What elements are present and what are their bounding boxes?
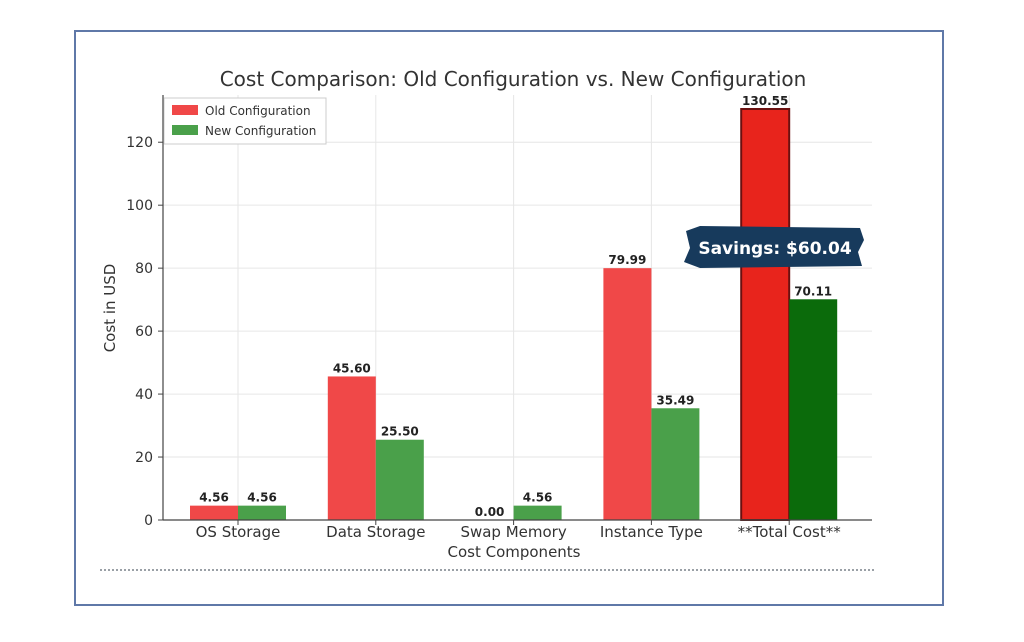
legend-swatch-new (172, 125, 198, 135)
y-tick-label: 20 (135, 450, 153, 466)
bar-old-configuration (327, 376, 376, 520)
dotted-divider (100, 569, 874, 571)
bars: 4.56 4.56 45.60 25.50 0.00 4.56 79.99 35.49 130.… (190, 94, 838, 522)
x-tick-label: Swap Memory (460, 523, 566, 541)
y-tick-label: 40 (135, 387, 153, 403)
y-axis-label: Cost in USD (101, 264, 119, 353)
bar-value-label: 4.56 (247, 491, 277, 505)
bar-value-label: 4.56 (199, 491, 229, 505)
x-categories: OS Storage Data Storage Swap Memory Instanc… (196, 520, 842, 541)
bar-value-label: 4.56 (523, 491, 553, 505)
bar-new-configuration (789, 299, 838, 520)
bar-value-label: 25.50 (381, 425, 419, 439)
bar-new-configuration (238, 505, 286, 520)
legend-label-old: Old Configuration (205, 104, 311, 118)
bar-value-label: 130.55 (742, 94, 788, 108)
x-axis-label: Cost Components (447, 543, 580, 561)
legend-label-new: New Configuration (205, 124, 316, 138)
legend-swatch-old (172, 105, 198, 115)
bar-value-label: 35.49 (656, 393, 694, 407)
y-tick-label: 0 (144, 513, 153, 529)
x-tick-label: Instance Type (600, 523, 703, 541)
bar-new-configuration (375, 439, 424, 520)
legend: Old Configuration New Configuration (163, 97, 327, 145)
bar-old-configuration (740, 108, 791, 522)
y-tick-label: 60 (135, 324, 153, 340)
y-tick-label: 80 (135, 261, 153, 277)
chart-title: Cost Comparison: Old Configuration vs. N… (220, 67, 807, 91)
bar-value-label: 70.11 (794, 284, 832, 298)
bar-new-configuration (651, 408, 700, 520)
bar-value-label: 0.00 (475, 505, 505, 519)
x-tick-label: Data Storage (326, 523, 425, 541)
y-tick-label: 100 (126, 198, 153, 214)
x-tick-label: **Total Cost** (738, 523, 842, 541)
savings-callout-text: Savings: $60.04 (698, 239, 852, 259)
savings-callout-banner (684, 226, 864, 268)
savings-callout: Savings: $60.04 (684, 226, 864, 268)
bar-new-configuration (513, 505, 562, 520)
bar-value-label: 45.60 (333, 361, 371, 375)
x-tick-label: OS Storage (196, 523, 281, 541)
bar-value-label: 79.99 (608, 253, 646, 267)
bar-old-configuration (190, 505, 238, 520)
y-tick-label: 120 (126, 135, 153, 151)
bar-old-configuration (603, 268, 652, 520)
y-ticks: 0 20 40 60 80 100 120 (126, 135, 163, 529)
